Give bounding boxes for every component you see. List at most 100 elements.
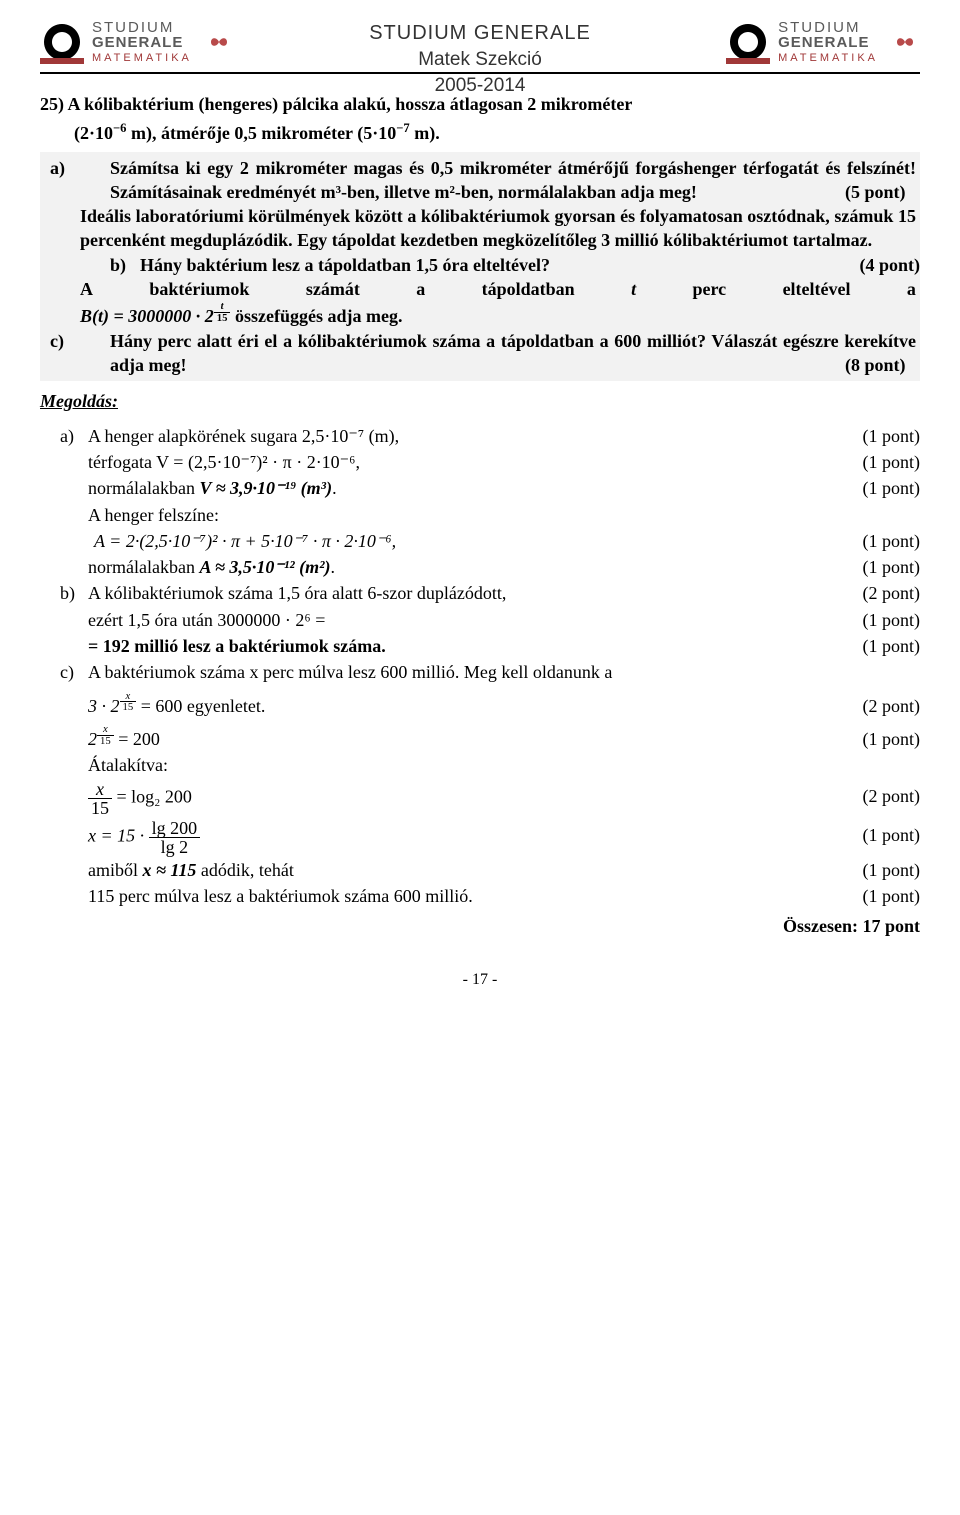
sol-c6-pre: x = 15 · (88, 825, 149, 845)
sol-a4-text: A henger felszíne: (88, 503, 920, 527)
sol-c3-post: = 200 (114, 729, 160, 749)
sol-c6-pts: (1 pont) (853, 823, 921, 847)
sol-c5-den: 15 (88, 799, 112, 817)
sol-a2-pts: (1 pont) (853, 450, 921, 474)
sol-b1-pts: (2 pont) (853, 581, 921, 605)
b-after-line: A baktériumok számát a tápoldatban t per… (40, 277, 920, 301)
c-text: Hány perc alatt éri el a kólibaktériumok… (110, 331, 916, 375)
sol-c7-pre: amiből (88, 860, 143, 880)
problem-number: 25) (40, 94, 64, 114)
sol-c6-num: lg 200 (149, 819, 201, 838)
sol-c7-bold: x ≈ 115 (143, 860, 197, 880)
sol-a3-pre: normálalakban (88, 478, 199, 498)
logo-left-text: STUDIUM GENERALE MATEMATIKA (92, 20, 192, 64)
page-number: - 17 - (40, 969, 920, 991)
center-line1: STUDIUM GENERALE (369, 20, 591, 47)
b-formula: B(t) = 3000000 · 2t15 összefüggés adja m… (40, 301, 920, 328)
sol-c8-pts: (1 pont) (853, 884, 921, 908)
problem-block: 25) A kólibaktérium (hengeres) pálcika a… (40, 92, 920, 381)
logo-right: STUDIUM GENERALE MATEMATIKA (726, 20, 920, 64)
c-label: c) (80, 329, 110, 353)
sol-c6: x = 15 · lg 200lg 2 (1 pont) (40, 819, 920, 856)
intro-l2-exp1: −6 (113, 121, 126, 135)
sol-c5-pts: (2 pont) (853, 784, 921, 808)
sol-c3-den: 15 (97, 736, 114, 747)
b-after-5: tápoldatban (482, 277, 575, 301)
center-title: STUDIUM GENERALE Matek Szekció 2005-2014 (369, 20, 591, 98)
part-a: a)Számítsa ki egy 2 mikrométer magas és … (40, 156, 920, 205)
intro-l2-exp2: −7 (396, 121, 409, 135)
part-c: c)Hány perc alatt éri el a kólibaktérium… (40, 329, 920, 378)
logo-left: STUDIUM GENERALE MATEMATIKA (40, 20, 234, 64)
sol-b3-text: = 192 millió lesz a baktériumok száma. (88, 636, 386, 656)
intro-l2-post: m). (410, 123, 440, 143)
part-b: b) Hány baktérium lesz a tápoldatban 1,5… (40, 253, 920, 277)
sol-a3-bold: V ≈ 3,9·10⁻¹⁹ (m³) (199, 478, 332, 498)
sol-b1-text: A kólibaktériumok száma 1,5 óra alatt 6-… (88, 583, 506, 603)
b-after-6: perc (693, 277, 727, 301)
sol-a6-bold: A ≈ 3,5·10⁻¹² (m²) (199, 557, 330, 577)
sol-b2-pts: (1 pont) (853, 608, 921, 632)
sol-a6: normálalakban A ≈ 3,5·10⁻¹² (m²). (1 pon… (40, 555, 920, 579)
sol-b2-text: ezért 1,5 óra után 3000000 · 2⁶ = (88, 608, 853, 632)
sol-c2-exp: x15 (120, 691, 137, 713)
b-after-4: a (416, 277, 425, 301)
logo-right-text: STUDIUM GENERALE MATEMATIKA (778, 20, 878, 64)
sol-c1-text: A baktériumok száma x perc múlva lesz 60… (88, 662, 612, 682)
sol-c2-den: 15 (120, 702, 137, 713)
sol-c7-post: adódik, tehát (196, 860, 293, 880)
sol-c4: Átalakítva: (40, 753, 920, 777)
sol-c6-frac: lg 200lg 2 (149, 819, 201, 856)
sol-c3-exp: x15 (97, 724, 114, 746)
logo-math-text: MATEMATIKA (778, 53, 878, 64)
sol-a4: A henger felszíne: (40, 503, 920, 527)
sol-a6-pts: (1 pont) (853, 555, 921, 579)
mid-text: Ideális laboratóriumi körülmények között… (40, 204, 920, 253)
sol-c2-pre: 3 · 2 (88, 696, 120, 716)
b-text: Hány baktérium lesz a tápoldatban 1,5 ór… (140, 253, 859, 277)
sol-c3-num: x (97, 724, 114, 736)
sol-a2-text: térfogata V = (2,5·10⁻⁷)² · π · 2·10⁻⁶, (88, 450, 853, 474)
solution-label: Megoldás: (40, 389, 920, 413)
b-formula-post: összefüggés adja meg. (235, 306, 402, 326)
intro-l2-mid: m), átmérője 0,5 mikrométer (5·10 (126, 123, 396, 143)
sol-a5-pts: (1 pont) (853, 529, 921, 553)
sol-c2-post: = 600 egyenletet. (136, 696, 265, 716)
sol-c6-den: lg 2 (149, 838, 201, 856)
problem-intro-line2: (2·10−6 m), átmérője 0,5 mikrométer (5·1… (40, 120, 920, 145)
infinity-icon (890, 33, 920, 51)
sol-b3-pts: (1 pont) (853, 634, 921, 658)
sol-c2-pts: (2 pont) (853, 694, 921, 718)
sol-a1-pts: (1 pont) (853, 424, 921, 448)
a-text: Számítsa ki egy 2 mikrométer magas és 0,… (110, 158, 916, 202)
sol-a5: A = 2·(2,5·10⁻⁷)² · π + 5·10⁻⁷ · π · 2·1… (40, 529, 920, 553)
sol-c4-text: Átalakítva: (88, 753, 920, 777)
b-formula-exp-den: 15 (214, 313, 231, 324)
sol-c3-pts: (1 pont) (853, 727, 921, 751)
b-label: b) (110, 253, 140, 277)
sol-c8: 115 perc múlva lesz a baktériumok száma … (40, 884, 920, 908)
b-points: (4 pont) (859, 253, 920, 277)
sol-a1-text: A henger alapkörének sugara 2,5·10⁻⁷ (m)… (88, 426, 399, 446)
sol-c5: x15 = log₂ 200 (2 pont) (40, 780, 920, 817)
sol-c1: c)A baktériumok száma x perc múlva lesz … (40, 660, 920, 684)
b-formula-exp: t15 (214, 301, 231, 323)
logo-generale-text: GENERALE (92, 35, 192, 50)
sol-c3-pre: 2 (88, 729, 97, 749)
highlight-box: a)Számítsa ki egy 2 mikrométer magas és … (40, 152, 920, 382)
b-formula-pre: B(t) = 3000000 · 2 (80, 306, 214, 326)
b-after-7: elteltével (783, 277, 851, 301)
c-points: (8 pont) (875, 353, 916, 377)
b-after-t: t (631, 277, 636, 301)
solution-body: a)A henger alapkörének sugara 2,5·10⁻⁷ (… (40, 424, 920, 939)
sol-a3-post: . (332, 478, 337, 498)
logo-studium-text: STUDIUM (92, 20, 192, 35)
sol-a3-pts: (1 pont) (853, 476, 921, 500)
a-points: (5 pont) (875, 180, 916, 204)
sol-b2: ezért 1,5 óra után 3000000 · 2⁶ = (1 pon… (40, 608, 920, 632)
total-points: Összesen: 17 pont (40, 914, 920, 938)
center-line3: 2005-2014 (369, 73, 591, 99)
center-line2: Matek Szekció (369, 47, 591, 73)
sol-c7-pts: (1 pont) (853, 858, 921, 882)
logo-o-icon (40, 20, 84, 64)
